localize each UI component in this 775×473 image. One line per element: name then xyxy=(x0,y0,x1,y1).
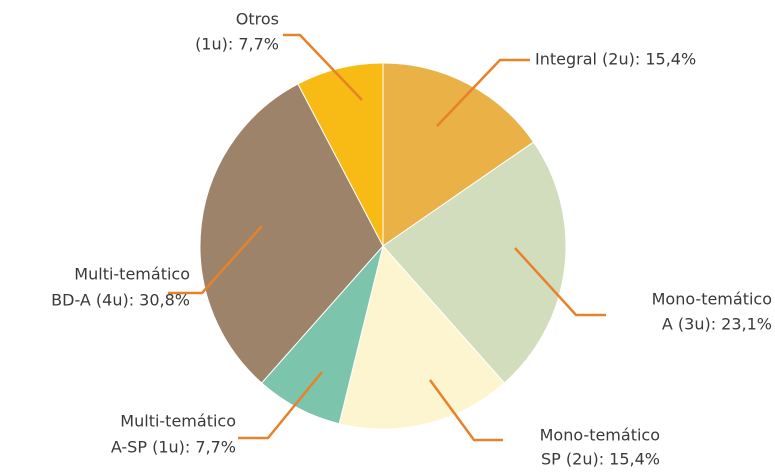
slice-label: Mono-temático xyxy=(652,290,772,309)
slice-label: A-SP (1u): 7,7% xyxy=(111,438,236,457)
pie xyxy=(199,62,567,430)
leader-line xyxy=(168,225,263,295)
slice-label: SP (2u): 15,4% xyxy=(541,450,660,469)
pie-slice xyxy=(297,62,384,247)
pie-slice xyxy=(382,141,567,384)
slice-label: A (3u): 23,1% xyxy=(662,315,772,334)
pie-slice xyxy=(199,83,384,384)
slice-label: Multi-temático xyxy=(74,265,190,284)
leader-line xyxy=(283,33,363,101)
slice-label: Otros xyxy=(236,10,279,29)
slice-label: Mono-temático xyxy=(540,426,660,445)
pie-slice xyxy=(338,244,506,430)
leader-line xyxy=(436,58,530,127)
leader-line xyxy=(428,379,503,442)
leader-lines xyxy=(168,33,606,442)
pie-slice xyxy=(382,62,535,247)
leader-line xyxy=(238,371,323,440)
slice-label: BD-A (4u): 30,8% xyxy=(51,291,190,310)
slice-label: (1u): 7,7% xyxy=(195,35,279,54)
slice-label: Integral (2u): 15,4% xyxy=(535,50,696,69)
slice-label: Multi-temático xyxy=(120,412,236,431)
leader-line xyxy=(514,247,606,317)
